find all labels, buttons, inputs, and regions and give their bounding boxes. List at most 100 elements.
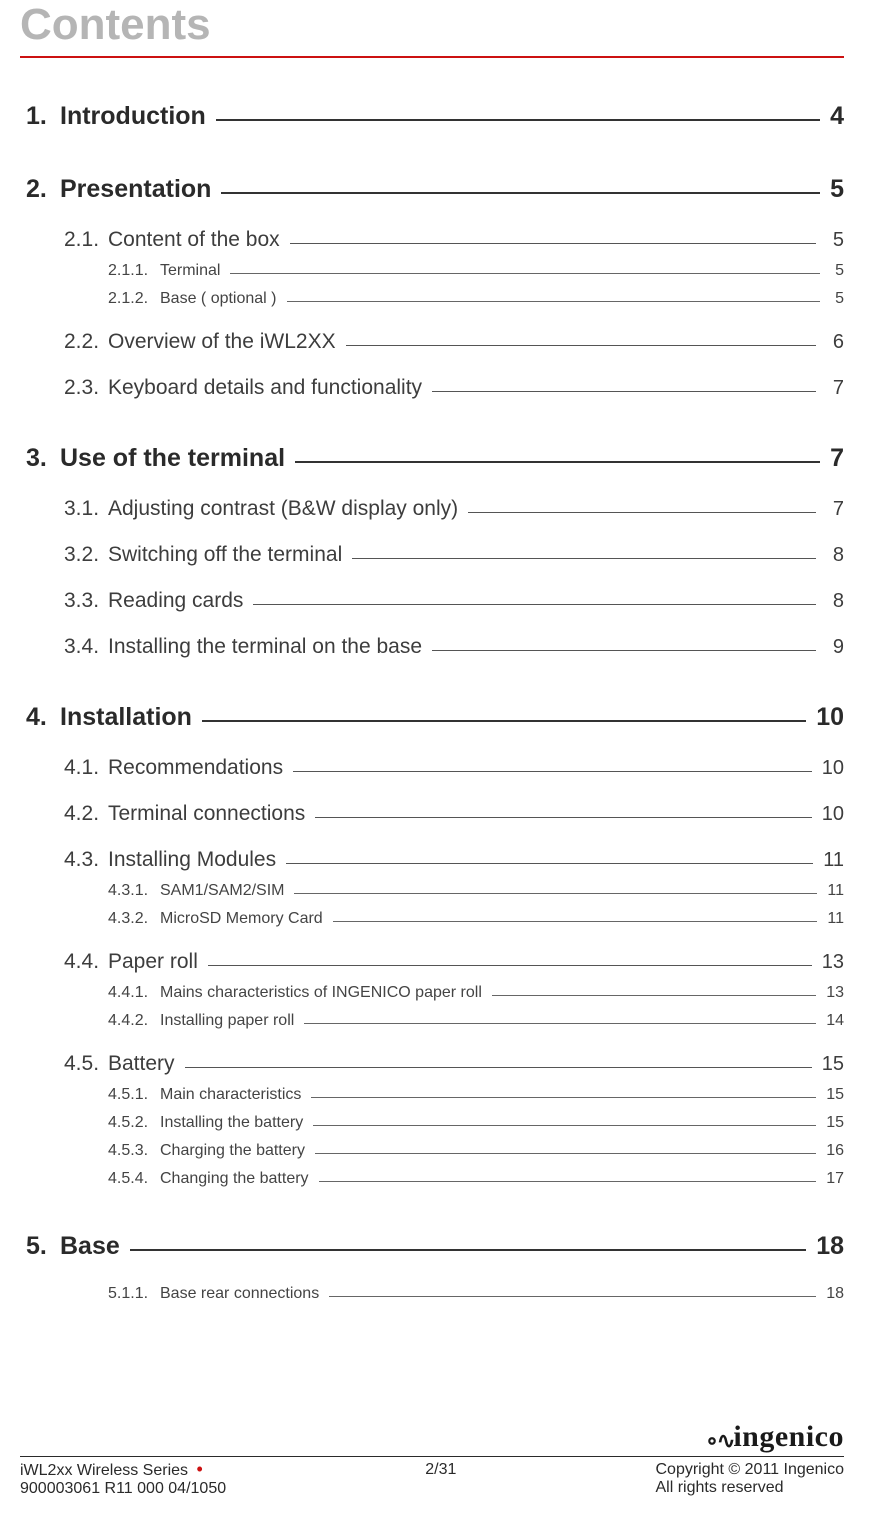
toc-entry-number: 2.1.2. — [108, 290, 160, 308]
toc-entry-page: 13 — [816, 951, 844, 974]
leader-line — [319, 1181, 817, 1182]
footer-right: Copyright © 2011 Ingenico All rights res… — [655, 1461, 844, 1498]
toc-entry: 2.1.1.Terminal5 — [26, 262, 844, 280]
toc-entry: 4.3.Installing Modules11 — [26, 848, 844, 872]
toc-entry: 4.1.Recommendations10 — [26, 756, 844, 780]
toc-entry-title: Content of the box — [108, 228, 286, 252]
leader-line — [208, 965, 812, 966]
toc-entry-page: 16 — [820, 1142, 844, 1160]
leader-line — [432, 391, 816, 392]
toc-entry-number: 5.1.1. — [108, 1285, 160, 1303]
toc-entry-title: Installing paper roll — [160, 1012, 300, 1030]
toc-entry: 4.Installation10 — [26, 703, 844, 732]
leader-line — [329, 1296, 816, 1297]
toc-entry-page: 10 — [816, 757, 844, 780]
toc-entry-title: Base — [60, 1232, 126, 1261]
toc-entry-number: 4.4.1. — [108, 984, 160, 1002]
leader-line — [346, 345, 816, 346]
footer-center: 2/31 — [425, 1461, 456, 1498]
leader-line — [287, 301, 820, 302]
toc-entry-title: Installing the battery — [160, 1114, 309, 1132]
toc-entry: 1.Introduction 4 — [26, 102, 844, 131]
toc-entry: 4.5.2.Installing the battery15 — [26, 1114, 844, 1132]
page-title: Contents — [20, 0, 844, 58]
toc-entry-page: 18 — [810, 1232, 844, 1261]
toc-entry-number: 1. — [26, 102, 60, 131]
toc-entry-title: Installation — [60, 703, 198, 732]
toc-entry: 4.4.1.Mains characteristics of INGENICO … — [26, 984, 844, 1002]
toc-entry-title: Switching off the terminal — [108, 543, 348, 567]
toc-entry-title: Installing the terminal on the base — [108, 635, 428, 659]
toc-entry-page: 7 — [820, 377, 844, 400]
toc-entry-title: Use of the terminal — [60, 444, 291, 473]
toc-entry-title: Keyboard details and functionality — [108, 376, 428, 400]
toc-entry: 4.5.3.Charging the battery16 — [26, 1142, 844, 1160]
toc-entry-page: 17 — [820, 1170, 844, 1188]
toc-entry-title: Paper roll — [108, 950, 204, 974]
toc-entry-title: Changing the battery — [160, 1170, 315, 1188]
toc-entry-page: 18 — [820, 1285, 844, 1303]
leader-line — [293, 771, 812, 772]
toc-entry-title: Introduction — [60, 102, 212, 131]
toc-entry-number: 3.2. — [64, 543, 108, 567]
toc-entry-page: 6 — [820, 331, 844, 354]
toc-entry: 2.Presentation 5 — [26, 175, 844, 204]
leader-line — [315, 1153, 816, 1154]
toc-entry: 4.5.Battery 15 — [26, 1052, 844, 1076]
footer-docref: 900003061 R11 000 04/1050 — [20, 1480, 226, 1498]
toc-entry: 4.5.4.Changing the battery 17 — [26, 1170, 844, 1188]
leader-line — [304, 1023, 816, 1024]
toc-entry: 4.2.Terminal connections10 — [26, 802, 844, 826]
toc-entry-page: 11 — [821, 882, 844, 900]
leader-line — [315, 817, 811, 818]
toc-entry-page: 13 — [820, 984, 844, 1002]
toc-entry-page: 5 — [820, 229, 844, 252]
page: Contents 1.Introduction42.Presentation52… — [0, 0, 894, 1518]
leader-line — [352, 558, 816, 559]
leader-line — [432, 650, 816, 651]
toc-entry-page: 5 — [824, 290, 844, 308]
toc-entry-page: 10 — [810, 703, 844, 732]
toc-entry-title: Presentation — [60, 175, 217, 204]
toc-entry-page: 4 — [824, 102, 844, 131]
toc-entry-page: 15 — [816, 1053, 844, 1076]
toc-list: 1.Introduction42.Presentation52.1.Conten… — [20, 102, 844, 1303]
toc-entry-title: SAM1/SAM2/SIM — [160, 882, 290, 900]
toc-entry: 5.1.1.Base rear connections18 — [26, 1285, 844, 1303]
toc-entry-number: 4.5. — [64, 1052, 108, 1076]
toc-entry: 3.1.Adjusting contrast (B&W display only… — [26, 497, 844, 521]
leader-line — [230, 273, 820, 274]
leader-line — [294, 893, 817, 894]
toc-entry-title: Main characteristics — [160, 1086, 307, 1104]
toc-entry-number: 4.1. — [64, 756, 108, 780]
toc-entry-number: 2. — [26, 175, 60, 204]
toc-entry: 2.1.Content of the box 5 — [26, 228, 844, 252]
toc-entry-number: 4.5.4. — [108, 1170, 160, 1188]
leader-line — [202, 720, 806, 722]
toc-entry-title: Base ( optional ) — [160, 290, 283, 308]
toc-entry-title: Adjusting contrast (B&W display only) — [108, 497, 464, 521]
toc-entry-number: 4.3. — [64, 848, 108, 872]
toc-entry-page: 11 — [821, 910, 844, 928]
toc-entry-number: 2.1. — [64, 228, 108, 252]
toc-entry: 5.Base 18 — [26, 1232, 844, 1261]
toc-entry: 2.3.Keyboard details and functionality 7 — [26, 376, 844, 400]
footer: ∘∿ingenico iWL2xx Wireless Series • 9000… — [0, 1420, 894, 1498]
toc-entry-number: 4.5.2. — [108, 1114, 160, 1132]
toc-entry-title: Battery — [108, 1052, 181, 1076]
toc-entry-title: MicroSD Memory Card — [160, 910, 329, 928]
toc-entry-number: 4.2. — [64, 802, 108, 826]
toc-entry-number: 2.1.1. — [108, 262, 160, 280]
copyright-line: Copyright © 2011 Ingenico — [655, 1461, 844, 1479]
toc-entry-page: 14 — [820, 1012, 844, 1030]
toc-entry-page: 15 — [820, 1086, 844, 1104]
toc-entry-number: 4.3.1. — [108, 882, 160, 900]
toc-entry-page: 5 — [824, 175, 844, 204]
toc-entry-title: Overview of the iWL2XX — [108, 330, 342, 354]
toc-entry-title: Installing Modules — [108, 848, 282, 872]
toc-entry-page: 5 — [824, 262, 844, 280]
toc-entry-number: 2.3. — [64, 376, 108, 400]
leader-line — [295, 461, 820, 463]
toc-entry: 3.2.Switching off the terminal8 — [26, 543, 844, 567]
toc-entry-number: 5. — [26, 1232, 60, 1261]
